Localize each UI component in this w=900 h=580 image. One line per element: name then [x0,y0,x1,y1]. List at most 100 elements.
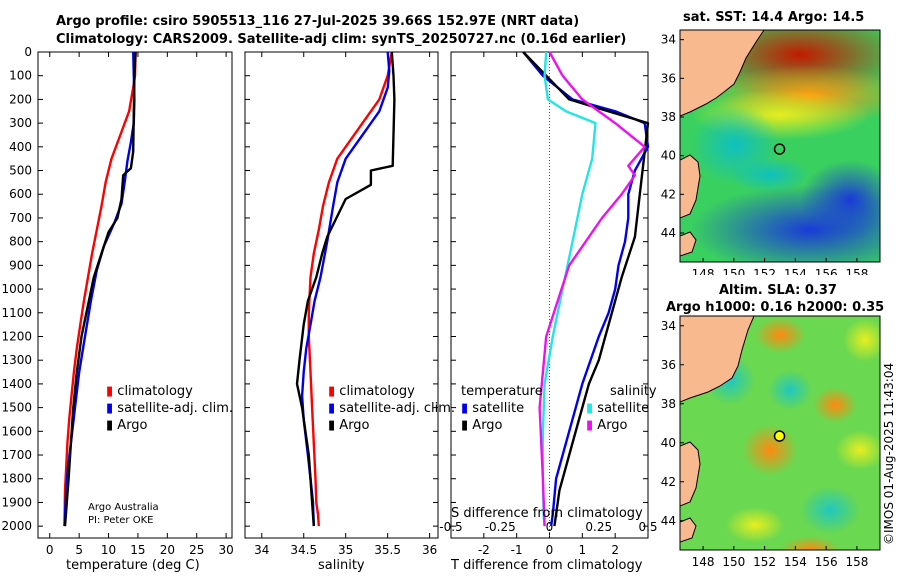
y-tick-label: -40 [660,149,676,163]
diff-xlabel-top: S difference from climatology [451,506,643,521]
diff-xlabel-bottom: T difference from climatology [451,558,643,573]
legend-sal-satellite: satellite [597,401,650,416]
figure-title-line2: Climatology: CARS2009. Satellite-adj cli… [56,32,627,47]
sst-map: 148 150 152 154 156 158 -34 -36 -38 -40 -42 -44 [660,29,881,275]
temperature-xlabel: temperature (deg C) [66,558,200,573]
y-tick-label: -36 [660,358,676,372]
y-tick-label: 0 [24,45,32,59]
x-tick-label: 5 [75,543,83,557]
y-tick-label: -44 [660,514,676,528]
argo-position-marker [773,143,786,155]
series-line-climatology [63,51,137,527]
x-tick-label-top: -0.25 [485,520,516,534]
legend-salinity-title: salinity [610,384,657,399]
legend-argo: Argo [117,418,148,433]
diff-legend-temperature: temperature ▮ satellite ▮ Argo [461,384,543,433]
y-tick-label: 600 [9,187,32,201]
y-tick-label: 700 [9,211,32,225]
y-tick-label: 1200 [1,329,32,343]
y-tick-label: 500 [9,164,32,178]
x-tick-label-top: -0.5 [439,520,462,534]
legend-climatology: climatology [117,384,193,399]
figure-title-line1: Argo profile: csiro 5905513_116 27-Jul-2… [56,14,580,29]
x-tick-label: 154 [784,555,807,569]
series-line-temperature-satellite [522,51,650,527]
y-tick-label: -40 [660,436,676,450]
sla-map-axes: 148 150 152 154 156 158 -34 -36 -38 -40 -42 -44 [660,319,868,569]
legend-satellite: satellite-adj. clim. [117,401,234,416]
x-tick-label: 25 [189,543,204,557]
temperature-legend: ▮ climatology ▮ satellite-adj. clim. ▮ A… [106,384,234,433]
x-tick-label: 156 [815,267,838,275]
x-tick-label: 158 [845,267,868,275]
series-line-argo [63,51,137,527]
x-tick-label: 0 [546,543,554,557]
x-tick-label: 152 [753,555,776,569]
argo-position-marker [773,430,786,442]
legend-argo: Argo [339,418,370,433]
sla-map-title-line2: Argo h1000: 0.16 h2000: 0.35 [666,300,885,315]
salinity-profile-panel: 34 34.5 35 35.5 36 [244,51,439,557]
x-tick-label: 35.5 [374,543,401,557]
x-tick-label: 150 [722,267,745,275]
x-tick-label: 2 [611,543,619,557]
y-tick-label: -44 [660,226,676,240]
y-tick-label: -38 [660,110,676,124]
difference-profile-panel: -2 -1 0 1 2 -0.5 -0.25 0 0.25 0.5 [439,51,658,557]
series-line-climatology [307,51,393,527]
credit-line2: PI: Peter OKE [88,515,154,526]
legend-temp-argo: Argo [472,418,503,433]
y-tick-label: 400 [9,140,32,154]
salinity-legend: ▮ climatology ▮ satellite-adj. clim. ▮ A… [328,384,456,433]
x-tick-label-top: 0.25 [585,520,612,534]
sst-map-axes: 148 150 152 154 156 158 -34 -36 -38 -40 -42 -44 [660,33,868,275]
x-tick-label: 0 [46,543,54,557]
y-tick-label: 1000 [1,282,32,296]
y-tick-label: 800 [9,235,32,249]
legend-sal-argo: Argo [597,418,628,433]
y-tick-label: 1900 [1,495,32,509]
y-tick-label: 900 [9,258,32,272]
x-tick-label: 156 [815,555,838,569]
series-line-salinity-argo [538,51,646,527]
x-tick-label: 35 [338,543,353,557]
sst-map-title: sat. SST: 14.4 Argo: 14.5 [683,10,865,25]
y-tick-label: -42 [660,187,676,201]
x-tick-label: 30 [218,543,233,557]
y-tick-label: -34 [660,33,676,47]
legend-temperature-title: temperature [461,384,543,399]
y-tick-label: 100 [9,69,32,83]
y-tick-label: 1600 [1,424,32,438]
y-tick-label: -42 [660,475,676,489]
salinity-xlabel: salinity [318,558,365,573]
x-tick-label-top: 0 [546,520,554,534]
y-tick-label: 2000 [1,519,32,533]
x-tick-label: 1 [579,543,587,557]
series-line-argo [295,51,396,527]
x-tick-label: 152 [753,267,776,275]
temperature-profile-panel: 0 5 10 15 20 25 300100200300400500600700800900… [1,45,233,557]
y-tick-label: 1300 [1,353,32,367]
x-tick-label: 148 [692,267,715,275]
y-tick-label: 1400 [1,377,32,391]
y-tick-label: 1700 [1,448,32,462]
sla-map: 148 150 152 154 156 158 -34 -36 -38 -40 -42 -44 [660,315,881,569]
y-tick-label: 1500 [1,401,32,415]
y-tick-label: 200 [9,92,32,106]
x-tick-label: 148 [692,555,715,569]
x-tick-label: 15 [130,543,145,557]
y-tick-label: 1800 [1,472,32,486]
x-tick-label-top: 0.5 [638,520,657,534]
x-tick-label: 34 [254,543,269,557]
y-tick-label: 300 [9,116,32,130]
y-tick-label: 1100 [1,306,32,320]
x-tick-label: 20 [160,543,175,557]
x-tick-label: 150 [722,555,745,569]
y-tick-label: -38 [660,397,676,411]
legend-satellite: satellite-adj. clim. [339,401,456,416]
x-tick-label: 34.5 [290,543,317,557]
sla-map-title-line1: Altim. SLA: 0.37 [719,283,837,298]
y-tick-label: -36 [660,71,676,85]
plot-frame [244,51,439,539]
x-tick-label: -1 [511,543,523,557]
